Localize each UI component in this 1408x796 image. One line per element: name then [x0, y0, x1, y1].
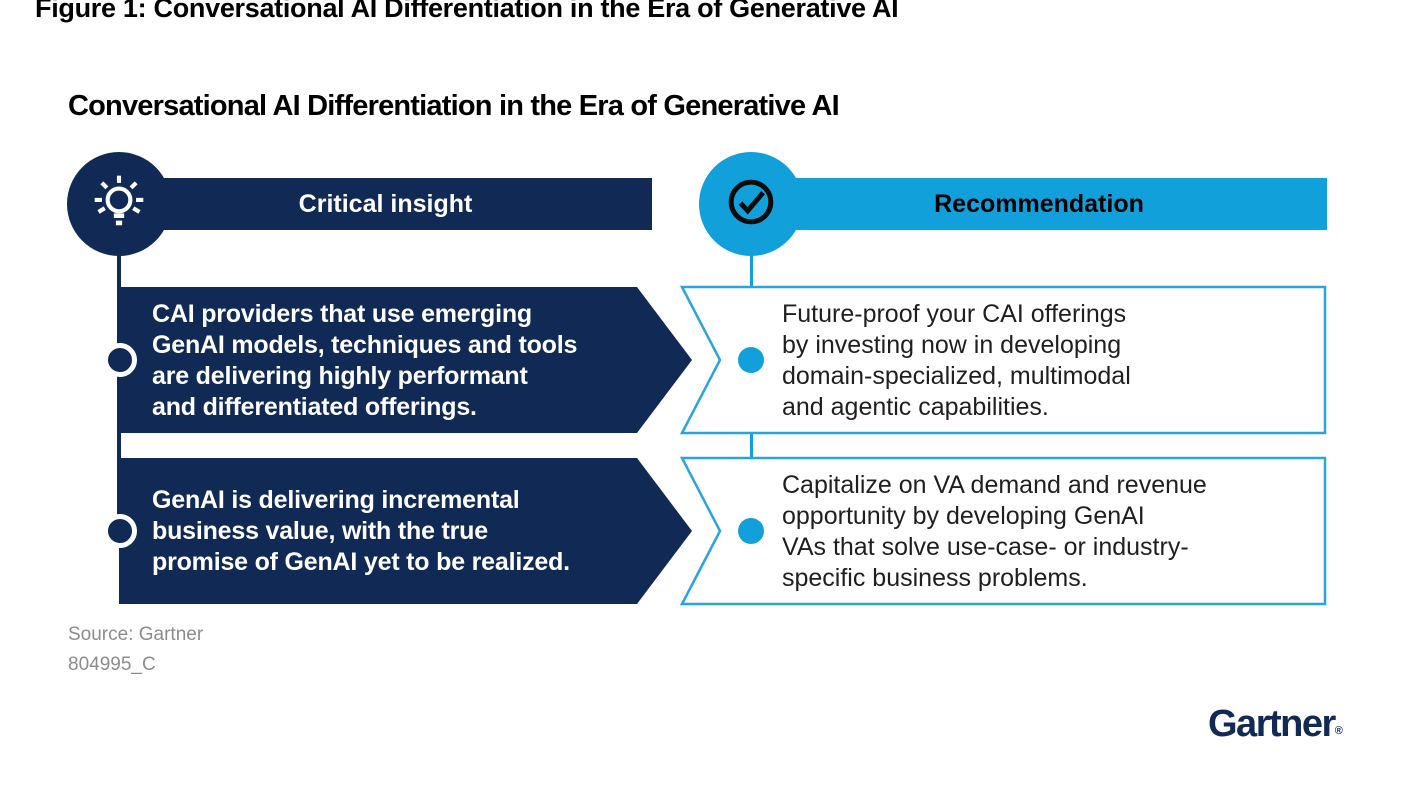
source-note: Source: Gartner: [68, 624, 204, 645]
insight-node-2: [103, 514, 137, 548]
recommendation-text-2: Capitalize on VA demand and revenue oppo…: [782, 471, 1207, 592]
insight-node-1: [103, 343, 137, 377]
lightbulb-icon: [88, 171, 150, 238]
insight-box-2: [119, 458, 692, 604]
insight-text-2: GenAI is delivering incremental business…: [152, 486, 570, 576]
gartner-logo: Gartner®: [1208, 703, 1343, 746]
recommendation-header: Recommendation: [751, 178, 1327, 230]
insight-text-1: CAI providers that use emerging GenAI mo…: [152, 300, 578, 421]
figure-title: Figure 1: Conversational AI Differentiat…: [35, 0, 899, 23]
insight-box-1: [119, 287, 692, 433]
critical-insight-circle: [67, 152, 171, 256]
recommendation-node-2: [738, 518, 764, 544]
registered-mark: ®: [1334, 725, 1343, 737]
figure-id: 804995_C: [68, 654, 156, 675]
recommendation-box-1: [680, 285, 1327, 435]
gartner-logo-text: Gartner: [1208, 703, 1336, 745]
critical-insight-header: Critical insight: [119, 178, 652, 230]
recommendation-text-1: Future-proof your CAI offerings by inves…: [782, 300, 1131, 421]
recommendation-circle: [699, 152, 803, 256]
recommendation-box-2: [680, 456, 1327, 606]
chart-title: Conversational AI Differentiation in the…: [68, 90, 840, 122]
recommendation-node-1: [738, 347, 764, 373]
checkmark-icon: [718, 169, 784, 240]
